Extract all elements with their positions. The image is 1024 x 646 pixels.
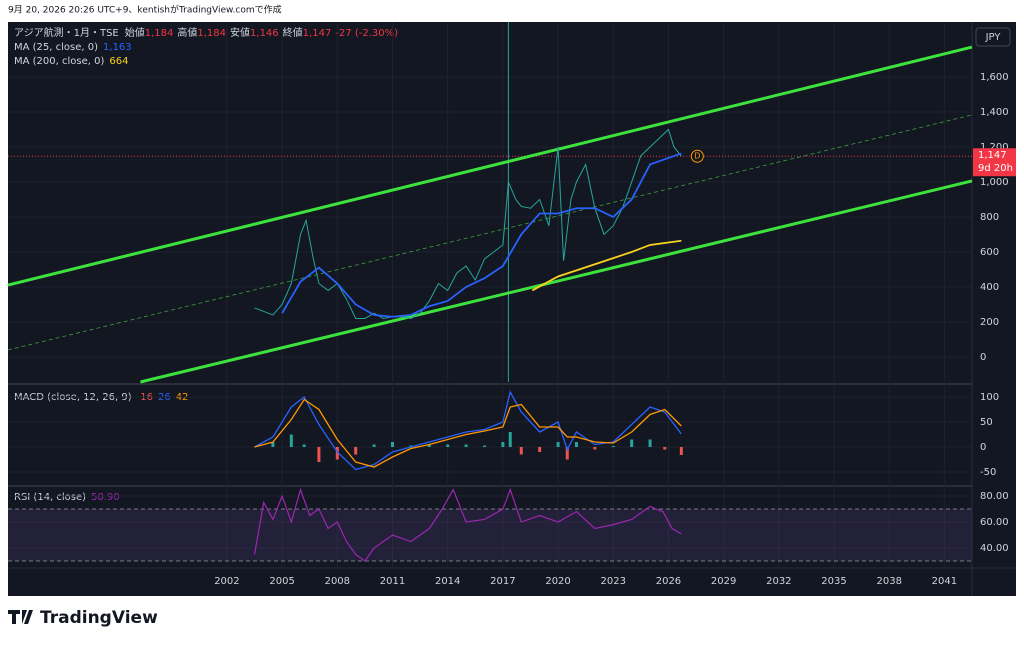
y-tick-label: 400 xyxy=(980,282,999,293)
open-label: 始値 xyxy=(125,26,145,39)
y-tick-label: 1,600 xyxy=(980,72,1009,83)
histogram-bar xyxy=(335,447,339,460)
price-label-bg xyxy=(973,148,1016,177)
low-label: 安値 xyxy=(230,26,250,39)
histogram-bar xyxy=(593,447,597,450)
histogram-bar xyxy=(427,444,431,447)
close-label: 終値 xyxy=(283,26,303,39)
price-label: 1,147 xyxy=(978,150,1007,161)
legend-name: MA (200, close, 0) xyxy=(14,56,104,67)
histogram-bar xyxy=(271,442,275,447)
histogram-bar xyxy=(409,445,413,447)
y-tick-label: 1,000 xyxy=(980,177,1009,188)
series-line xyxy=(254,398,682,468)
histogram-bar xyxy=(663,447,667,450)
histogram-bar xyxy=(679,447,683,455)
change: -27 (-2.30%) xyxy=(335,28,398,39)
histogram-bar xyxy=(538,447,542,452)
y-tick-label: 0 xyxy=(980,352,986,363)
open: 1,184 xyxy=(145,28,174,39)
histogram-bar xyxy=(565,447,569,460)
x-tick-label: 2020 xyxy=(545,576,570,587)
histogram-bar xyxy=(519,447,523,455)
series-line xyxy=(7,45,973,287)
histogram-bar xyxy=(508,432,512,447)
ma-value: 1,163 xyxy=(103,42,132,53)
series-line xyxy=(253,487,682,562)
rsi-title: RSI (14, close) xyxy=(14,492,86,503)
x-tick-label: 2011 xyxy=(380,576,405,587)
histogram-bar xyxy=(372,444,376,447)
close: 1,147 xyxy=(303,28,332,39)
histogram-bar xyxy=(574,442,578,447)
histogram-bar xyxy=(630,439,634,447)
x-tick-label: 2023 xyxy=(601,576,626,587)
y-tick-label: 800 xyxy=(980,212,999,223)
y-tick-label: 200 xyxy=(980,317,999,328)
high-label: 高値 xyxy=(177,26,197,39)
x-tick-label: 2026 xyxy=(656,576,681,587)
histogram-bar xyxy=(289,434,293,447)
x-tick-label: 2032 xyxy=(766,576,791,587)
histogram-bar xyxy=(648,439,652,447)
y-tick-label: 1,200 xyxy=(980,142,1009,153)
chart-bg xyxy=(8,22,1016,596)
x-tick-label: 2017 xyxy=(490,576,515,587)
countdown: 9d 20h xyxy=(978,163,1013,174)
dividend-label: D xyxy=(694,152,700,161)
legend-ma200: MA (200, close, 0) 664 xyxy=(14,56,128,67)
x-tick-label: 2035 xyxy=(821,576,846,587)
series-line xyxy=(7,114,973,351)
histogram-bar xyxy=(302,444,306,447)
x-tick-label: 2002 xyxy=(214,576,239,587)
series-line xyxy=(531,239,682,292)
y-tick-label: 1,400 xyxy=(980,107,1009,118)
histogram-bar xyxy=(446,444,450,447)
y-tick-label: 100 xyxy=(980,392,999,403)
caption: 9月 20, 2026 20:26 UTC+9、kentishがTradingV… xyxy=(8,4,282,16)
rsi-value: 50.90 xyxy=(91,492,120,503)
histogram-bar xyxy=(390,442,394,447)
symbol: アジア航測・1月・TSE xyxy=(14,26,119,39)
low: 1,146 xyxy=(250,28,279,39)
y-tick-label: 40.00 xyxy=(980,543,1009,554)
rsi-band xyxy=(8,509,972,561)
y-tick-label: 600 xyxy=(980,247,999,258)
high: 1,184 xyxy=(197,28,226,39)
histogram-bar xyxy=(317,447,321,462)
x-tick-label: 2041 xyxy=(932,576,957,587)
histogram-bar xyxy=(354,447,358,455)
x-tick-label: 2014 xyxy=(435,576,460,587)
histogram-bar xyxy=(611,446,615,447)
y-tick-label: 50 xyxy=(980,417,993,428)
x-tick-label: 2038 xyxy=(876,576,901,587)
series-line xyxy=(140,179,973,384)
currency: JPY xyxy=(985,32,1002,43)
legend-rsi: RSI (14, close) 50.90 xyxy=(14,492,120,503)
logo xyxy=(8,610,33,624)
histogram-bar xyxy=(501,442,505,447)
x-tick-label: 2029 xyxy=(711,576,736,587)
legend-ma25: MA (25, close, 0) 1,163 xyxy=(14,42,132,53)
histogram-bar xyxy=(464,444,468,447)
histogram-bar xyxy=(482,445,486,447)
legend-name: MA (25, close, 0) xyxy=(14,42,98,53)
ma-value: 664 xyxy=(109,56,128,67)
series-line xyxy=(254,128,682,319)
x-tick-label: 2008 xyxy=(325,576,350,587)
logo-text: TradingView xyxy=(40,608,158,628)
dividend-marker xyxy=(690,149,704,163)
series-line xyxy=(281,152,682,318)
y-tick-label: 80.00 xyxy=(980,491,1009,502)
y-tick-label: 0 xyxy=(980,442,986,453)
currency-button[interactable] xyxy=(975,27,1011,47)
histogram-bar xyxy=(556,442,560,447)
y-tick-label: -50 xyxy=(980,467,996,478)
x-tick-label: 2005 xyxy=(269,576,294,587)
legend-main: アジア航測・1月・TSE 始値1,184 高値1,184 安値1,146 終値1,147… xyxy=(14,26,398,39)
y-tick-label: 60.00 xyxy=(980,517,1009,528)
